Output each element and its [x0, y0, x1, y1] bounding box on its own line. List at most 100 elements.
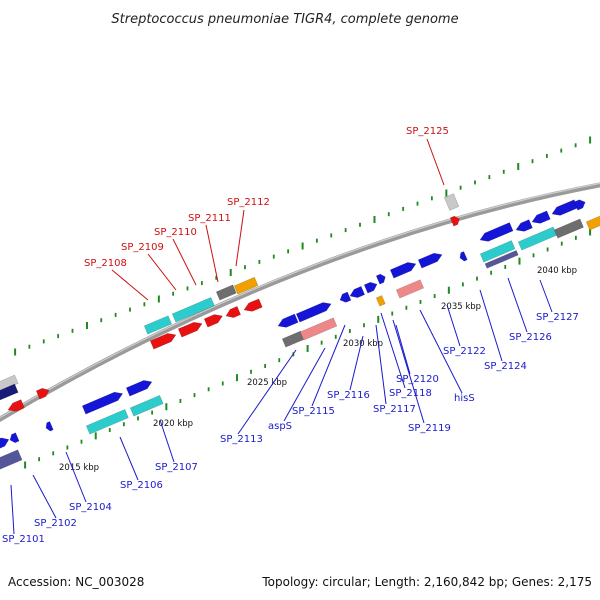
gene-label-leader — [479, 289, 503, 362]
gene-arrow-blue[interactable] — [514, 219, 533, 235]
gene-arrow-blue[interactable] — [295, 300, 333, 323]
gene-label[interactable]: SP_2108 — [84, 258, 127, 269]
gene-arrow-red[interactable] — [203, 312, 224, 328]
gene-arrow-red[interactable] — [242, 298, 263, 314]
gene-label[interactable]: SP_2122 — [443, 346, 486, 357]
major-tick — [94, 432, 97, 440]
minor-tick — [80, 439, 83, 444]
gene-label[interactable]: SP_2106 — [120, 480, 163, 491]
scale-label: 2025 kbp — [247, 378, 287, 388]
minor-tick — [433, 294, 436, 299]
gene-feature-orange[interactable] — [585, 215, 600, 231]
gene-arrow-blue[interactable] — [81, 389, 124, 415]
minor-tick — [502, 169, 505, 174]
gene-arrow-blue[interactable] — [458, 251, 468, 263]
gene-label[interactable]: SP_2124 — [484, 361, 527, 372]
gene-feature-pink[interactable] — [395, 279, 425, 299]
minor-tick — [363, 323, 365, 328]
gene-label[interactable]: SP_2126 — [509, 332, 552, 343]
gene-feature-cyan[interactable] — [143, 315, 173, 335]
gene-arrow-red[interactable] — [35, 386, 51, 400]
minor-tick — [151, 410, 154, 415]
gene-arrow-blue[interactable] — [550, 199, 579, 218]
gene-arrow-blue[interactable] — [478, 222, 514, 245]
gene-arrow-blue[interactable] — [363, 280, 379, 294]
minor-tick — [461, 282, 464, 287]
gene-label[interactable]: SP_2120 — [396, 374, 439, 385]
gene-label[interactable]: SP_2116 — [327, 390, 370, 401]
gene-feature-cyan[interactable] — [129, 395, 164, 417]
gene-feature-cyan[interactable] — [479, 240, 516, 263]
gene-arrow-red[interactable] — [224, 306, 241, 320]
topology-text: Topology: circular; Length: 2,160,842 bp… — [261, 575, 592, 589]
gene-feature-cyan[interactable] — [85, 409, 129, 435]
gene-feature-gray[interactable] — [553, 218, 584, 239]
gene-label[interactable]: SP_2110 — [154, 227, 197, 238]
minor-tick — [416, 201, 419, 206]
gene-label[interactable]: SP_2111 — [188, 213, 231, 224]
gene-arrow-red[interactable] — [449, 215, 461, 227]
gene-arrow-blue[interactable] — [375, 273, 387, 285]
minor-tick — [315, 238, 318, 243]
gene-feature-orange[interactable] — [375, 295, 386, 307]
gene-arrow-red[interactable] — [149, 331, 177, 350]
gene-arrow-blue[interactable] — [348, 286, 365, 300]
gene-arrow-red[interactable] — [6, 399, 25, 415]
gene-label[interactable]: SP_2101 — [2, 534, 45, 545]
gene-label[interactable]: SP_2127 — [536, 312, 579, 323]
gene-label-leader — [395, 324, 411, 375]
gene-label[interactable]: SP_2109 — [121, 242, 164, 253]
gene-arrow-blue[interactable] — [573, 198, 587, 211]
major-tick — [589, 136, 592, 144]
minor-tick — [200, 281, 203, 286]
gene-label[interactable]: hisS — [454, 393, 475, 404]
gene-arrow-blue[interactable] — [389, 260, 417, 279]
gene-label[interactable]: SP_2119 — [408, 423, 451, 434]
gene-feature-navy[interactable] — [0, 383, 19, 401]
gene-arrow-blue[interactable] — [0, 435, 11, 450]
gene-feature-slate[interactable] — [484, 250, 519, 269]
gene-label-leader — [111, 269, 149, 301]
gene-label-leader — [426, 138, 445, 186]
gene-label[interactable]: SP_2125 — [406, 126, 449, 137]
map-title: Streptococcus pneumoniae TIGR4, complete… — [111, 12, 458, 27]
gene-label[interactable]: SP_2115 — [292, 406, 335, 417]
minor-tick — [186, 286, 189, 291]
gene-arrow-blue[interactable] — [125, 378, 153, 397]
gene-feature-orange[interactable] — [233, 276, 259, 295]
gene-label[interactable]: SP_2107 — [155, 462, 198, 473]
minor-tick — [100, 318, 103, 323]
gene-arrow-blue[interactable] — [338, 291, 352, 304]
gene-label[interactable]: SP_2113 — [220, 434, 263, 445]
gene-feature-pink[interactable] — [299, 317, 338, 341]
minor-tick — [143, 302, 146, 307]
minor-tick — [488, 175, 491, 180]
minor-tick — [545, 153, 548, 158]
gene-arrow-blue[interactable] — [530, 210, 551, 226]
gene-label[interactable]: SP_2104 — [69, 502, 112, 513]
gene-label[interactable]: SP_2118 — [389, 388, 432, 399]
gene-arrow-blue[interactable] — [417, 250, 444, 269]
gene-label[interactable]: aspS — [268, 421, 292, 432]
gene-feature-cyan[interactable] — [171, 297, 215, 323]
gene-label-leader — [65, 451, 87, 503]
gene-feature-slate[interactable] — [0, 449, 23, 471]
major-tick — [589, 228, 592, 236]
gene-feature-gray[interactable] — [215, 284, 237, 301]
minor-tick — [258, 259, 261, 264]
gene-feature-lightgray[interactable] — [443, 193, 460, 211]
minor-tick — [215, 275, 218, 280]
minor-tick — [348, 329, 351, 334]
gene-label-leader — [507, 277, 528, 333]
gene-arrow-red[interactable] — [177, 319, 204, 338]
minor-tick — [560, 148, 563, 153]
minor-tick — [387, 212, 390, 217]
gene-label[interactable]: SP_2102 — [34, 518, 77, 529]
gene-label[interactable]: SP_2112 — [227, 197, 270, 208]
gene-arrow-blue[interactable] — [8, 432, 20, 444]
gene-arrow-blue[interactable] — [44, 421, 54, 433]
gene-arrow-blue[interactable] — [276, 313, 299, 330]
minor-tick — [359, 222, 361, 227]
gene-label-leader — [380, 312, 406, 389]
gene-label[interactable]: SP_2117 — [373, 404, 416, 415]
